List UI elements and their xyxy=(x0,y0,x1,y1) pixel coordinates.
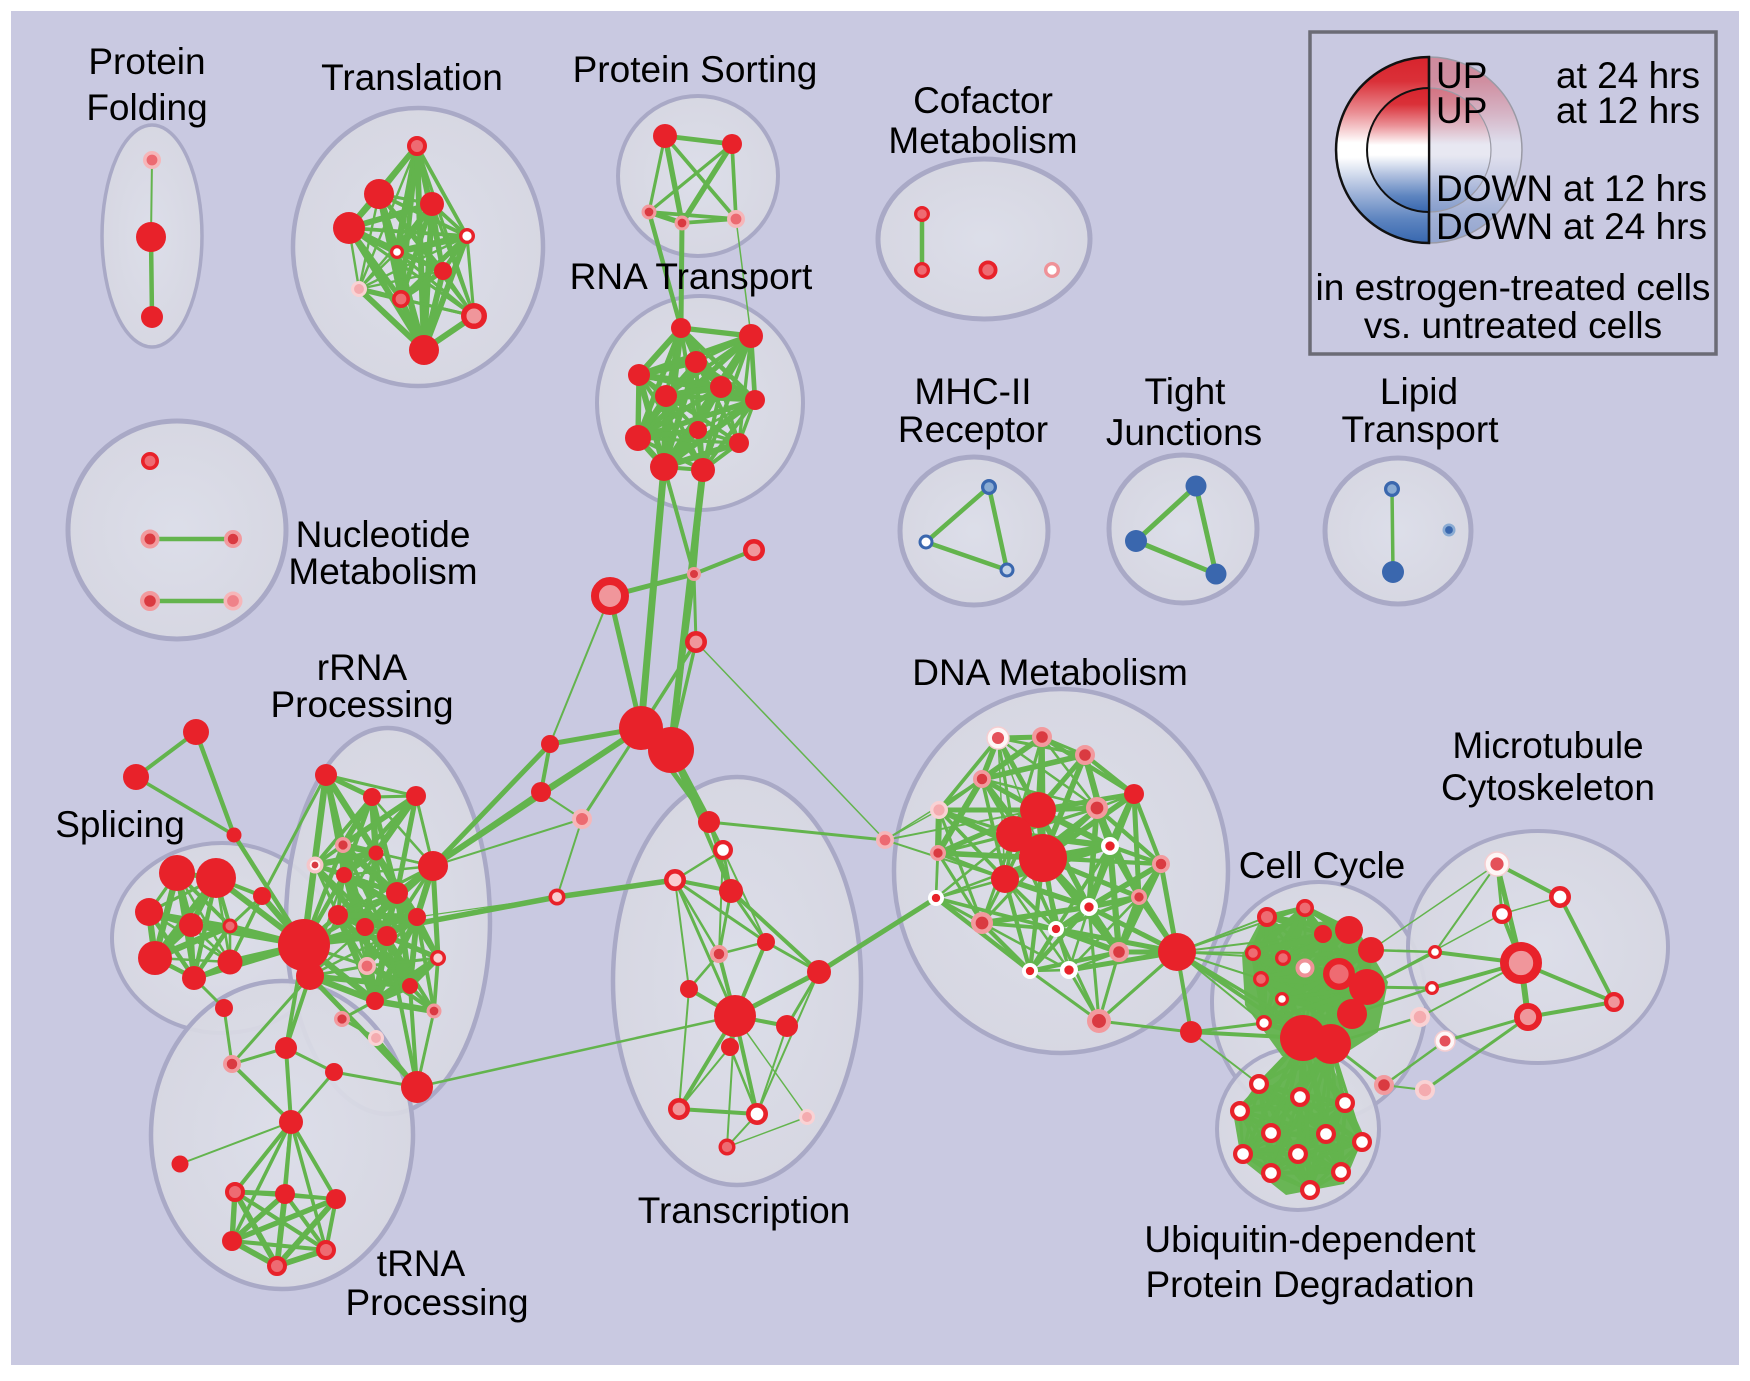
svg-text:UP: UP xyxy=(1436,90,1487,131)
svg-text:at 12 hrs: at 12 hrs xyxy=(1556,90,1700,131)
svg-text:in estrogen-treated cells: in estrogen-treated cells xyxy=(1316,267,1711,308)
svg-text:at 24 hrs: at 24 hrs xyxy=(1556,55,1700,96)
svg-text:Cell Cycle: Cell Cycle xyxy=(1239,845,1406,886)
svg-text:RNA Transport: RNA Transport xyxy=(570,256,813,297)
svg-text:Transcription: Transcription xyxy=(638,1190,850,1231)
svg-text:Protein Sorting: Protein Sorting xyxy=(573,49,818,90)
svg-text:rRNA: rRNA xyxy=(317,647,408,688)
svg-text:at 24 hrs: at 24 hrs xyxy=(1563,206,1707,247)
svg-text:vs. untreated cells: vs. untreated cells xyxy=(1364,305,1662,346)
svg-text:Junctions: Junctions xyxy=(1106,412,1262,453)
svg-text:Processing: Processing xyxy=(270,684,453,725)
svg-text:Transport: Transport xyxy=(1342,409,1500,450)
svg-text:Protein Degradation: Protein Degradation xyxy=(1145,1264,1474,1305)
svg-text:Folding: Folding xyxy=(86,87,207,128)
svg-text:Protein: Protein xyxy=(88,41,205,82)
svg-text:Nucleotide: Nucleotide xyxy=(296,514,471,555)
svg-text:Translation: Translation xyxy=(321,57,503,98)
svg-text:Ubiquitin-dependent: Ubiquitin-dependent xyxy=(1144,1219,1476,1260)
svg-text:Splicing: Splicing xyxy=(55,804,185,845)
svg-text:Tight: Tight xyxy=(1145,371,1227,412)
svg-text:Metabolism: Metabolism xyxy=(288,551,477,592)
svg-text:Lipid: Lipid xyxy=(1380,371,1458,412)
svg-text:Receptor: Receptor xyxy=(898,409,1048,450)
svg-text:Processing: Processing xyxy=(345,1282,528,1323)
svg-text:at 12 hrs: at 12 hrs xyxy=(1563,168,1707,209)
svg-text:DOWN: DOWN xyxy=(1436,206,1553,247)
svg-text:UP: UP xyxy=(1436,55,1487,96)
svg-text:DOWN: DOWN xyxy=(1436,168,1553,209)
svg-text:Metabolism: Metabolism xyxy=(888,120,1077,161)
svg-text:tRNA: tRNA xyxy=(377,1243,466,1284)
svg-text:Cofactor: Cofactor xyxy=(913,80,1053,121)
svg-text:Microtubule: Microtubule xyxy=(1452,725,1643,766)
svg-text:Cytoskeleton: Cytoskeleton xyxy=(1441,767,1655,808)
svg-text:DNA Metabolism: DNA Metabolism xyxy=(912,652,1188,693)
svg-text:MHC-II: MHC-II xyxy=(914,371,1031,412)
